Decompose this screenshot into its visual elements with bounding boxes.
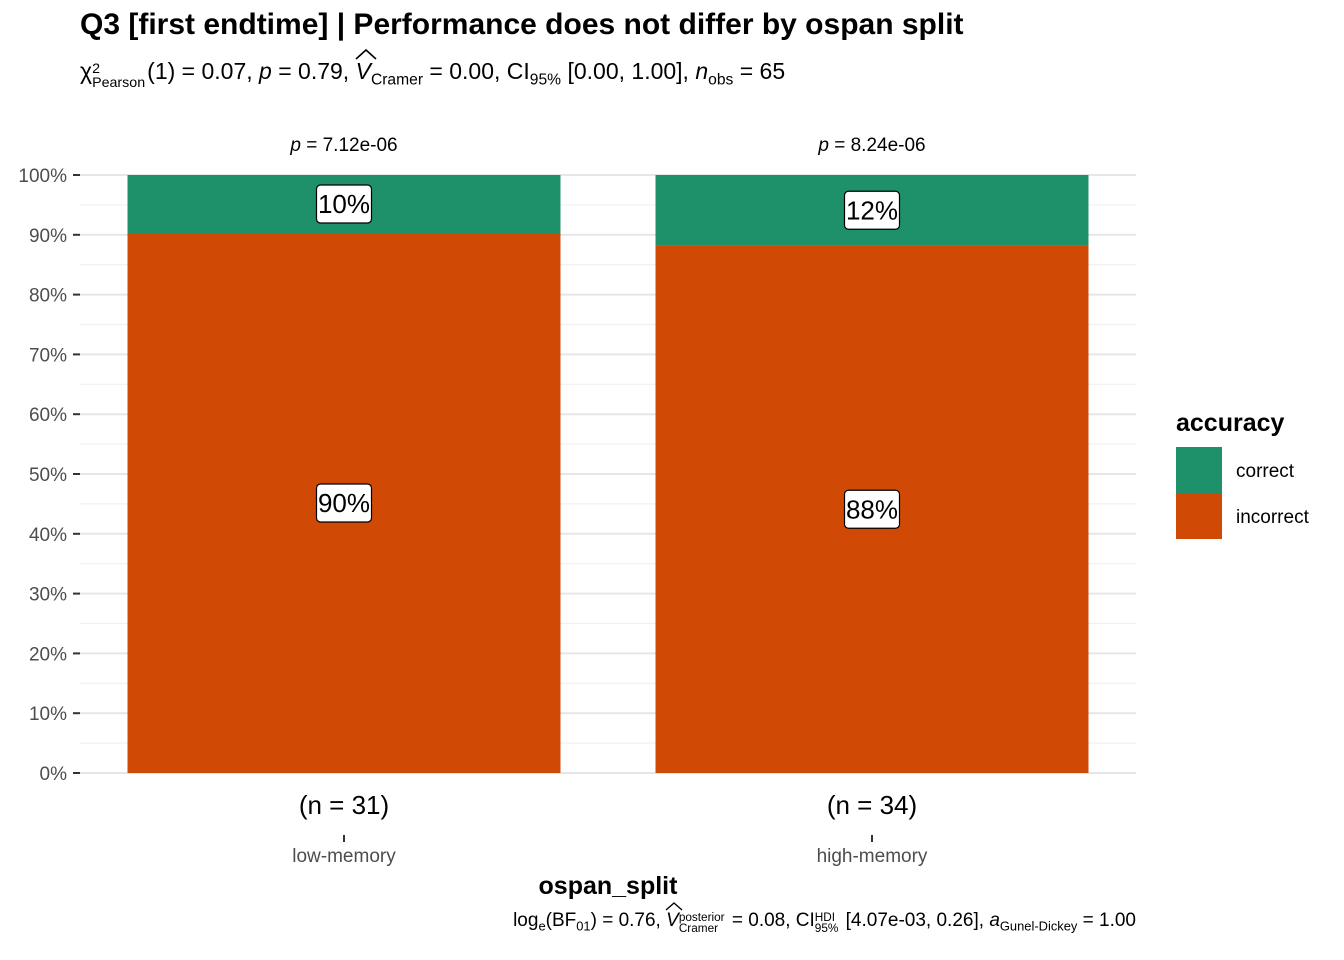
subtitle-n-value: = 65	[733, 58, 786, 84]
y-tick-label: 80%	[29, 286, 67, 307]
axes: 0% 10% 20% 30% 40% 50% 60% 70% 80% 90% 100% p = 7.1…	[18, 135, 928, 900]
y-tick-label: 0%	[40, 764, 68, 785]
subtitle-chi: χ	[80, 58, 93, 84]
legend: accuracy correct incorrect	[1176, 409, 1310, 539]
caption-a-sub: Gunel-Dickey	[999, 918, 1078, 934]
p-label-symbol: p	[289, 135, 301, 156]
y-tick-label: 30%	[29, 585, 67, 606]
p-label-value: = 8.24e-06	[829, 135, 926, 156]
y-tick-label: 40%	[29, 525, 67, 546]
y-tick-label: 60%	[29, 405, 67, 426]
legend-title: accuracy	[1176, 409, 1285, 437]
legend-swatch-correct	[1176, 447, 1222, 493]
caption-ci-sub: 95%	[814, 922, 839, 936]
data-label-box	[315, 483, 373, 523]
subtitle-df: (1) = 0.07,	[147, 58, 260, 84]
subtitle-v-sub: Cramer	[370, 71, 424, 89]
caption-v-label: V	[665, 902, 683, 931]
y-tick-label: 70%	[29, 345, 67, 366]
data-label: 88%	[846, 494, 898, 524]
caption-log-sub: e	[538, 918, 546, 934]
caption-ci-value: [4.07e-03, 0.26],	[840, 910, 990, 931]
data-label-box	[315, 184, 373, 224]
hat-icon	[665, 902, 683, 911]
data-label: 10%	[318, 189, 370, 219]
chart-title: Q3 [first endtime] | Performance does no…	[80, 8, 964, 41]
caption-v-sub: Cramer	[678, 922, 719, 936]
n-label: (n = 34)	[827, 790, 917, 820]
caption-a-value: = 1.00	[1077, 910, 1136, 931]
x-tick-label: low-memory	[292, 846, 396, 867]
subtitle-p-value: = 0.79,	[271, 58, 356, 84]
y-tick-label: 90%	[29, 226, 67, 247]
caption-bf-sub: 01	[576, 918, 591, 934]
hat-icon	[355, 48, 377, 60]
subtitle-ci-sub: 95%	[529, 71, 562, 89]
bars: 90% 10% 88% 12%	[127, 175, 1089, 774]
x-tick-label: high-memory	[817, 846, 928, 867]
y-tick-label: 10%	[29, 704, 67, 725]
legend-swatch-incorrect	[1176, 493, 1222, 539]
y-tick-label: 50%	[29, 465, 67, 486]
subtitle-p-label: p	[259, 58, 272, 84]
y-tick-label: 20%	[29, 644, 67, 665]
data-label: 12%	[846, 195, 898, 225]
data-label-box	[843, 190, 901, 230]
subtitle-chi-sup: 2	[92, 61, 101, 78]
caption-ci-sup: HDI	[814, 911, 836, 925]
p-label: p = 7.12e-06	[289, 135, 397, 156]
data-label: 90%	[318, 488, 370, 518]
caption-v-value: = 0.08, CI	[726, 910, 815, 931]
subtitle-chi-sub: Pearson	[92, 74, 146, 91]
subtitle-v-label: V	[355, 48, 377, 84]
subtitle-v-value: = 0.00, CI	[423, 58, 530, 84]
caption-v-sup: posterior	[678, 911, 725, 925]
chart-subtitle: χ 2 Pearson (1) = 0.07, p = 0.79, V Cramer =…	[80, 48, 786, 91]
n-label: (n = 31)	[299, 790, 389, 820]
p-label-value: = 7.12e-06	[301, 135, 398, 156]
subtitle-n-label: n	[695, 58, 709, 84]
caption-a-label: a	[989, 910, 1000, 931]
caption-bf-value: ) = 0.76,	[590, 910, 667, 931]
y-tick-label: 100%	[18, 166, 67, 187]
legend-label-incorrect: incorrect	[1236, 507, 1310, 528]
p-label: p = 8.24e-06	[817, 135, 925, 156]
subtitle-n-sub: obs	[708, 71, 734, 89]
subtitle-ci-value: [0.00, 1.00],	[561, 58, 696, 84]
data-label-box	[843, 489, 901, 529]
x-axis-label: ospan_split	[539, 872, 679, 900]
p-label-symbol: p	[817, 135, 829, 156]
legend-label-correct: correct	[1236, 461, 1295, 482]
caption-bf: (BF	[545, 910, 577, 931]
caption-log: log	[513, 910, 539, 931]
